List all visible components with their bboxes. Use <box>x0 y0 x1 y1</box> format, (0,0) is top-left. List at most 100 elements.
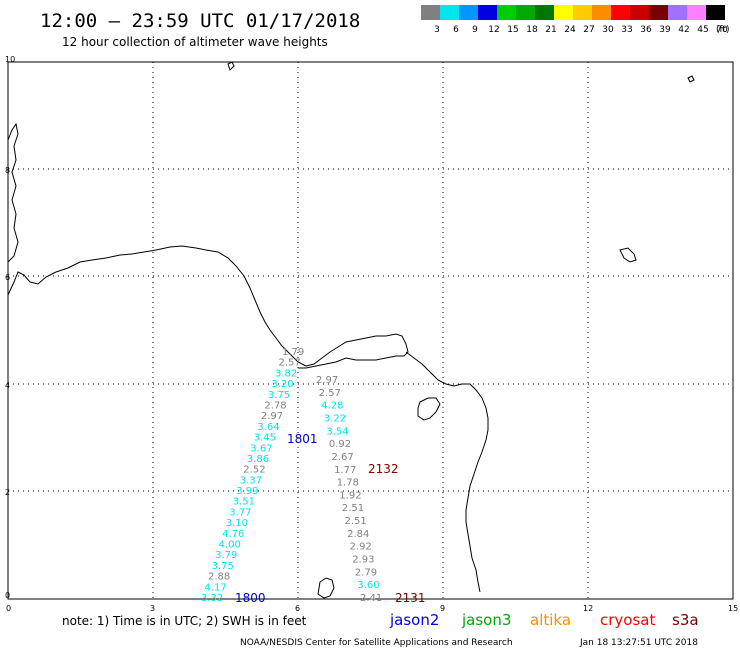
track-left-value: 3.86 <box>247 454 269 465</box>
track-right-value: 2.51 <box>342 503 364 514</box>
track-left-value: 1.79 <box>282 347 304 358</box>
legend-label-45: 45 <box>697 25 708 35</box>
track-left-value: 2.88 <box>208 572 230 583</box>
track-left-value: 3.45 <box>254 433 276 444</box>
legend-label-39: 39 <box>659 25 671 35</box>
legend-unit: (ft) <box>716 25 730 35</box>
plot-frame <box>7 61 734 600</box>
track-right-value: 2.67 <box>332 452 354 463</box>
track-left-value: 4.00 <box>219 540 241 551</box>
track-right-value: 1.92 <box>339 490 361 501</box>
legend-label-6: 6 <box>453 25 459 35</box>
coastline <box>7 61 695 599</box>
track-left-value: 2.78 <box>264 401 286 412</box>
island-3 <box>619 247 637 263</box>
x-tick-12: 12 <box>583 604 593 613</box>
legend-swatch-39 <box>649 5 668 20</box>
track-left-value: 3.32 <box>201 593 223 604</box>
x-tick-6: 6 <box>295 604 300 613</box>
satellite-s3a: s3a <box>672 611 699 629</box>
map-subtitle: 12 hour collection of altimeter wave hei… <box>62 35 328 49</box>
axis-ticks: 0 3 6 9 12 15 0 2 4 6 8 10 <box>5 55 738 613</box>
legend-swatch-27 <box>573 5 592 20</box>
y-tick-2: 2 <box>5 488 10 497</box>
grid-lines <box>8 62 733 599</box>
track-left-value: 3.10 <box>226 518 248 529</box>
track-left-value: 3.79 <box>215 550 237 561</box>
coastline-west <box>7 122 19 263</box>
track-left-value: 4.17 <box>205 582 227 593</box>
track-right-value: 2.97 <box>316 375 338 386</box>
legend-label-24: 24 <box>564 25 576 35</box>
y-tick-4: 4 <box>5 381 10 390</box>
legend-label-15: 15 <box>507 25 518 35</box>
coastline-florida <box>405 351 489 593</box>
y-tick-0: 0 <box>5 591 10 600</box>
satellite-jason2: jason2 <box>389 611 439 629</box>
track-left-value: 3.77 <box>229 507 251 518</box>
track-right-value: 2.51 <box>345 516 367 527</box>
track-left-value: 3.67 <box>250 443 272 454</box>
legend-label-21: 21 <box>545 25 556 35</box>
track-right-value: 2.93 <box>352 555 374 566</box>
legend-label-27: 27 <box>583 25 594 35</box>
track-left-value: 3.99 <box>236 486 258 497</box>
satellite-cryosat: cryosat <box>600 611 655 629</box>
legend-swatch-33 <box>611 5 630 20</box>
track-right-value: 2.79 <box>355 567 377 578</box>
track-left-start-time: 1800 <box>235 591 266 605</box>
track-left-value: 2.57 <box>279 358 301 369</box>
legend-label-9: 9 <box>472 25 478 35</box>
legend-label-18: 18 <box>526 25 538 35</box>
legend-label-36: 36 <box>640 25 652 35</box>
y-tick-10: 10 <box>5 55 15 64</box>
legend-label-42: 42 <box>678 25 689 35</box>
legend-swatch-45 <box>687 5 706 20</box>
satellite-legend: jason2 jason3 altika cryosat s3a <box>389 611 699 629</box>
track-left-labels: 1.792.573.823.203.752.782.973.643.453.67… <box>201 347 304 604</box>
legend-swatch-15 <box>497 5 516 20</box>
track-left-value: 3.82 <box>275 368 297 379</box>
legend-label-12: 12 <box>488 25 499 35</box>
track-left-value: 3.51 <box>233 497 255 508</box>
legend-swatch-24 <box>554 5 573 20</box>
track-right-value: 0.92 <box>329 439 351 450</box>
y-tick-8: 8 <box>5 166 10 175</box>
satellite-altika: altika <box>530 611 571 629</box>
track-right-value: 2.84 <box>347 529 369 540</box>
legend-swatch-21 <box>535 5 554 20</box>
track-right-value: 1.78 <box>337 478 359 489</box>
legend-swatch-70 <box>706 5 725 20</box>
map-title: 12:00 – 23:59 UTC 01/17/2018 <box>40 10 360 32</box>
track-right-end-time: 2132 <box>368 462 399 476</box>
track-right-value: 3.60 <box>357 580 379 591</box>
legend-swatch-9 <box>459 5 478 20</box>
footer-timestamp: Jan 18 13:27:51 UTC 2018 <box>579 638 698 648</box>
track-left-value: 3.75 <box>268 390 290 401</box>
track-right-start-time: 2131 <box>395 591 426 605</box>
legend-swatch-6 <box>440 5 459 20</box>
y-tick-6: 6 <box>5 273 10 282</box>
legend-label-3: 3 <box>434 25 440 35</box>
legend-swatch-12 <box>478 5 497 20</box>
legend-label-30: 30 <box>602 25 614 35</box>
legend-label-33: 33 <box>621 25 632 35</box>
island-2 <box>317 577 335 599</box>
track-right-value: 2.92 <box>350 542 372 553</box>
legend-swatch-30 <box>592 5 611 20</box>
legend-swatch-18 <box>516 5 535 20</box>
x-tick-15: 15 <box>728 604 738 613</box>
track-right-value: 2.41 <box>360 593 382 604</box>
track-left-value: 3.37 <box>240 475 262 486</box>
track-right-value: 4.28 <box>321 401 343 412</box>
color-scale-legend: 3 6 9 12 15 18 21 24 27 30 33 36 39 42 45 70(ft) <box>421 5 730 35</box>
track-left-end-time: 1801 <box>287 432 318 446</box>
island-5 <box>687 75 695 83</box>
footer-note: note: 1) Time is in UTC; 2) SWH is in fe… <box>62 614 307 628</box>
track-left-value: 3.20 <box>271 379 293 390</box>
coastline-main <box>7 245 409 369</box>
x-tick-0: 0 <box>6 604 11 613</box>
x-tick-3: 3 <box>150 604 155 613</box>
satellite-jason3: jason3 <box>461 611 511 629</box>
